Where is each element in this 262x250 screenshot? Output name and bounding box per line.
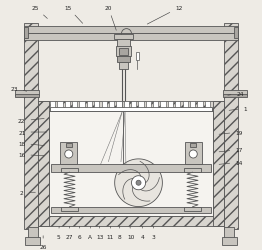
Bar (51, 164, 211, 172)
Bar (185, 142, 202, 165)
Bar (222, 238, 237, 245)
Bar (153, 102, 159, 107)
Text: 21: 21 (18, 130, 47, 135)
Text: 25: 25 (32, 6, 47, 20)
Bar (50, 107, 212, 112)
Text: 1: 1 (229, 106, 247, 111)
Polygon shape (136, 180, 141, 186)
Text: 24: 24 (228, 91, 244, 96)
Bar (146, 102, 151, 107)
Bar (175, 102, 181, 107)
Bar (51, 207, 211, 213)
Bar (87, 102, 92, 107)
Bar (116, 47, 131, 57)
Bar (38, 101, 49, 226)
Bar (119, 62, 128, 70)
Bar (190, 102, 195, 107)
Bar (119, 48, 128, 56)
Text: 20: 20 (105, 6, 116, 31)
Bar (117, 40, 130, 48)
Bar (101, 102, 107, 107)
Text: 5: 5 (56, 226, 60, 239)
Bar (205, 102, 210, 107)
Circle shape (189, 150, 197, 158)
Text: 16: 16 (18, 152, 44, 158)
Bar (161, 102, 166, 107)
Bar (190, 143, 196, 148)
Bar (117, 57, 130, 63)
Text: 2: 2 (20, 190, 35, 195)
Bar (62, 168, 78, 172)
Text: 12: 12 (147, 6, 182, 25)
Text: 18: 18 (18, 141, 44, 146)
Bar (72, 102, 77, 107)
Bar (138, 102, 144, 107)
Bar (135, 52, 139, 60)
Bar (131, 102, 136, 107)
Bar (184, 207, 200, 212)
Bar (124, 102, 129, 107)
Bar (15, 90, 39, 96)
Text: 15: 15 (64, 6, 83, 24)
Bar (15, 94, 39, 98)
Text: 3: 3 (152, 226, 155, 239)
Bar (168, 102, 173, 107)
Circle shape (65, 150, 73, 158)
Text: 10: 10 (127, 226, 135, 239)
Bar (94, 102, 99, 107)
Text: 11: 11 (106, 226, 113, 239)
Bar (65, 102, 70, 107)
Text: 14: 14 (219, 160, 243, 165)
Bar (116, 102, 122, 107)
Bar (114, 34, 133, 40)
Bar (24, 28, 28, 39)
Text: 19: 19 (219, 130, 243, 135)
Bar (50, 102, 55, 107)
Text: 23: 23 (10, 86, 27, 92)
Bar (25, 238, 40, 245)
Polygon shape (132, 176, 146, 190)
Bar (49, 112, 213, 216)
Bar (224, 24, 238, 229)
Bar (28, 228, 38, 239)
Text: 4: 4 (140, 226, 144, 239)
Bar (38, 101, 224, 112)
Bar (223, 94, 247, 98)
Polygon shape (115, 159, 162, 207)
Bar (79, 102, 85, 107)
Text: 17: 17 (219, 148, 243, 152)
Text: A: A (88, 226, 92, 239)
Bar (184, 168, 200, 172)
Text: 6: 6 (78, 226, 81, 239)
Bar (60, 142, 77, 165)
Bar (24, 27, 238, 34)
Bar (197, 102, 203, 107)
Bar (213, 101, 224, 226)
Bar (57, 102, 63, 107)
Bar (38, 216, 224, 226)
Text: 8: 8 (118, 226, 122, 239)
Text: 27: 27 (66, 226, 73, 239)
Text: 13: 13 (96, 226, 103, 239)
Text: 22: 22 (18, 119, 44, 124)
Bar (223, 90, 247, 96)
Bar (24, 34, 238, 40)
Bar (234, 28, 238, 39)
Bar (224, 228, 234, 239)
Bar (62, 207, 78, 212)
Bar (24, 24, 38, 229)
Bar (66, 143, 72, 148)
Text: 26: 26 (40, 236, 47, 249)
Bar (109, 102, 114, 107)
Bar (183, 102, 188, 107)
